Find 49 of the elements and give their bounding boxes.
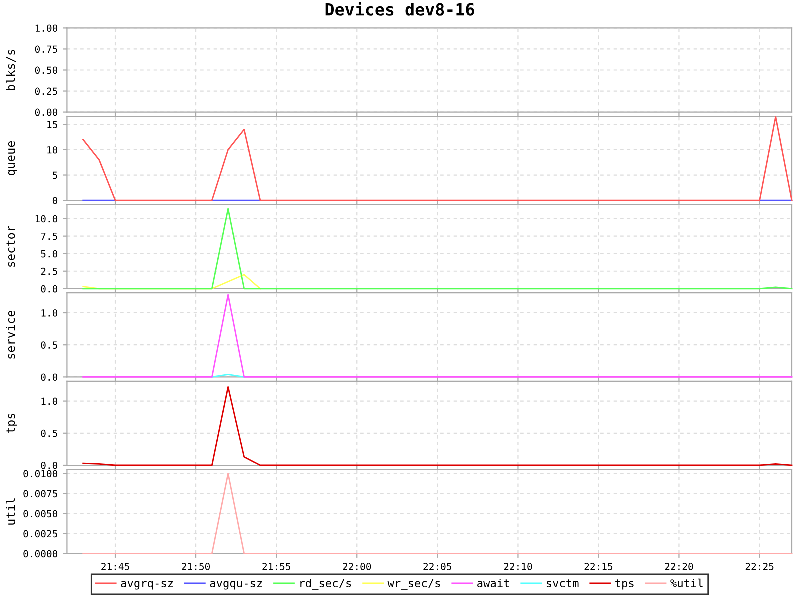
legend-label: avgrq-sz [121, 581, 174, 590]
x-tick-label: 22:25 [746, 563, 774, 570]
legend-label: rd_sec/s [300, 578, 352, 590]
y-tick-label: 0.0 [41, 285, 58, 293]
y-axis-title: queue [8, 141, 18, 176]
y-tick-label: 0.0075 [24, 490, 58, 498]
y-axis-title: util [6, 498, 16, 525]
x-tick-label: 22:00 [343, 563, 372, 570]
x-tick-label: 22:05 [424, 563, 452, 570]
y-tick-label: 10 [48, 146, 58, 154]
y-axis-title: blks/s [6, 50, 16, 90]
y-tick-label: 0.0100 [24, 470, 58, 478]
x-tick-label: 21:50 [182, 563, 210, 570]
x-tick-label: 22:20 [665, 563, 694, 570]
legend-label: avgqu-sz [210, 581, 262, 590]
y-tick-label: 0.0025 [24, 530, 58, 538]
y-tick-label: 1.0 [42, 398, 58, 406]
y-tick-label: 0.25 [35, 88, 58, 96]
y-tick-label: 0.0 [41, 374, 58, 382]
y-tick-label: 0.0 [41, 462, 58, 470]
y-tick-label: 0.50 [35, 66, 58, 74]
x-tick-label: 21:45 [102, 563, 130, 570]
y-tick-label: 0 [52, 197, 58, 204]
y-axis-title: sector [6, 226, 16, 267]
y-tick-label: 0.00 [35, 108, 58, 116]
y-tick-label: 5.0 [41, 250, 58, 258]
y-tick-label: 1.00 [36, 24, 58, 32]
legend-label: tps [616, 580, 634, 590]
x-tick-label: 22:10 [504, 563, 532, 570]
legend-label: svctm [546, 580, 579, 588]
y-tick-label: 5 [53, 172, 58, 180]
y-tick-label: 10.0 [36, 215, 58, 223]
legend-label: %util [670, 578, 703, 588]
y-tick-label: 0.75 [35, 46, 58, 54]
y-tick-label: 2.5 [41, 268, 58, 276]
y-tick-label: 7.5 [41, 232, 58, 240]
legend-label: await [478, 578, 510, 588]
x-tick-label: 21:55 [262, 563, 290, 570]
legend-label: wr_sec/s [388, 579, 440, 590]
x-tick-label: 22:15 [584, 563, 613, 570]
y-tick-label: 0.5 [41, 342, 58, 349]
chart-title: Devices dev8-16 [326, 2, 474, 16]
y-tick-label: 1.0 [42, 310, 58, 317]
y-tick-label: 0.0000 [24, 550, 58, 558]
y-axis-title: service [6, 310, 16, 359]
y-tick-label: 0.0050 [24, 510, 58, 518]
y-axis-title: tps [6, 414, 18, 434]
y-tick-label: 15 [48, 121, 58, 128]
y-tick-label: 0.5 [41, 430, 58, 438]
